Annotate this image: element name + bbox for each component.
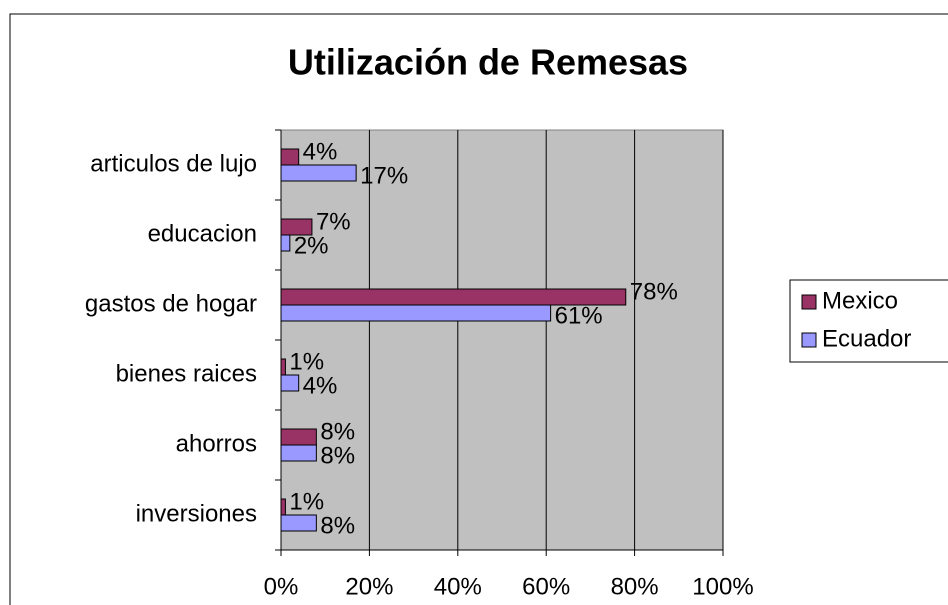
x-tick-label: 40%	[434, 573, 482, 600]
value-label: 61%	[555, 302, 603, 329]
bar	[280, 498, 286, 516]
legend-label: Mexico	[822, 287, 898, 314]
bar	[280, 304, 552, 322]
bar	[280, 428, 317, 446]
y-tick-label: bienes raices	[116, 360, 257, 387]
value-label: 78%	[630, 278, 678, 305]
bar	[280, 358, 286, 376]
bar	[280, 164, 357, 182]
value-label: 8%	[320, 418, 355, 445]
bar	[280, 234, 291, 252]
legend-label: Ecuador	[822, 325, 911, 352]
chart-title: Utilización de Remesas	[288, 42, 688, 83]
value-label: 1%	[289, 348, 324, 375]
y-tick-label: educacion	[148, 220, 257, 247]
x-tick-label: 100%	[692, 573, 753, 600]
bar	[280, 148, 300, 166]
value-label: 17%	[360, 162, 408, 189]
bar	[280, 514, 317, 532]
bar	[280, 218, 313, 236]
value-label: 1%	[289, 488, 324, 515]
x-tick-label: 0%	[264, 573, 299, 600]
value-label: 2%	[294, 232, 329, 259]
bar	[280, 374, 300, 392]
y-tick-label: inversiones	[136, 500, 257, 527]
value-label: 4%	[303, 372, 338, 399]
value-label: 8%	[320, 512, 355, 539]
x-tick-label: 60%	[522, 573, 570, 600]
value-label: 4%	[303, 138, 338, 165]
legend-swatch	[801, 332, 817, 348]
y-tick-label: articulos de lujo	[90, 150, 257, 177]
value-label: 8%	[320, 442, 355, 469]
value-label: 7%	[316, 208, 351, 235]
y-tick-label: gastos de hogar	[85, 290, 257, 317]
y-tick-label: ahorros	[176, 430, 257, 457]
bar	[280, 444, 317, 462]
x-tick-label: 80%	[611, 573, 659, 600]
plot-area	[280, 129, 724, 551]
legend	[789, 279, 948, 363]
x-tick-label: 20%	[345, 573, 393, 600]
legend-swatch	[801, 294, 817, 310]
